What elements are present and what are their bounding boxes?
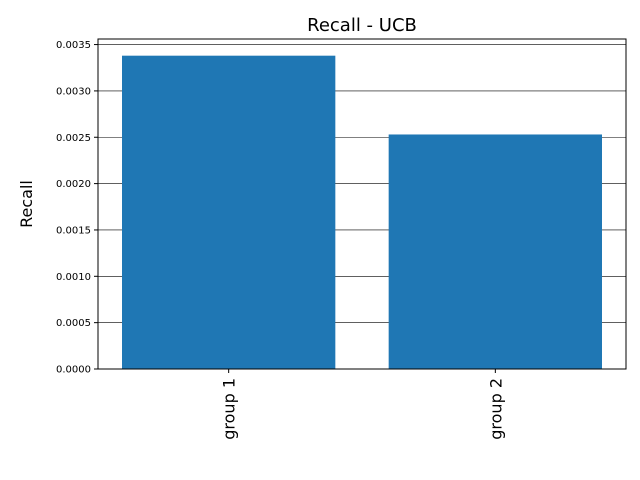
bar-group-2 — [388, 134, 602, 369]
x-axis-ticks: group 1 group 2 — [220, 369, 505, 440]
y-axis-label: Recall — [17, 180, 36, 228]
x-tick-label: group 2 — [486, 378, 505, 440]
y-tick-label: 0.0005 — [56, 318, 91, 329]
y-tick-label: 0.0010 — [56, 272, 91, 283]
y-tick-label: 0.0020 — [56, 179, 91, 190]
chart-title: Recall - UCB — [307, 15, 417, 36]
y-axis-ticks: 0.0000 0.0005 0.0010 0.0015 0.0020 0.0025 0.00… — [56, 40, 98, 376]
y-tick-label: 0.0035 — [56, 40, 91, 51]
y-tick-label: 0.0025 — [56, 133, 91, 144]
bars — [122, 55, 602, 369]
bar-group-1 — [122, 55, 336, 369]
y-tick-label: 0.0030 — [56, 86, 91, 97]
plot-frame — [97, 38, 627, 370]
y-tick-label: 0.0015 — [56, 225, 91, 236]
x-tick-label: group 1 — [220, 378, 239, 440]
y-tick-label: 0.0000 — [56, 365, 91, 376]
